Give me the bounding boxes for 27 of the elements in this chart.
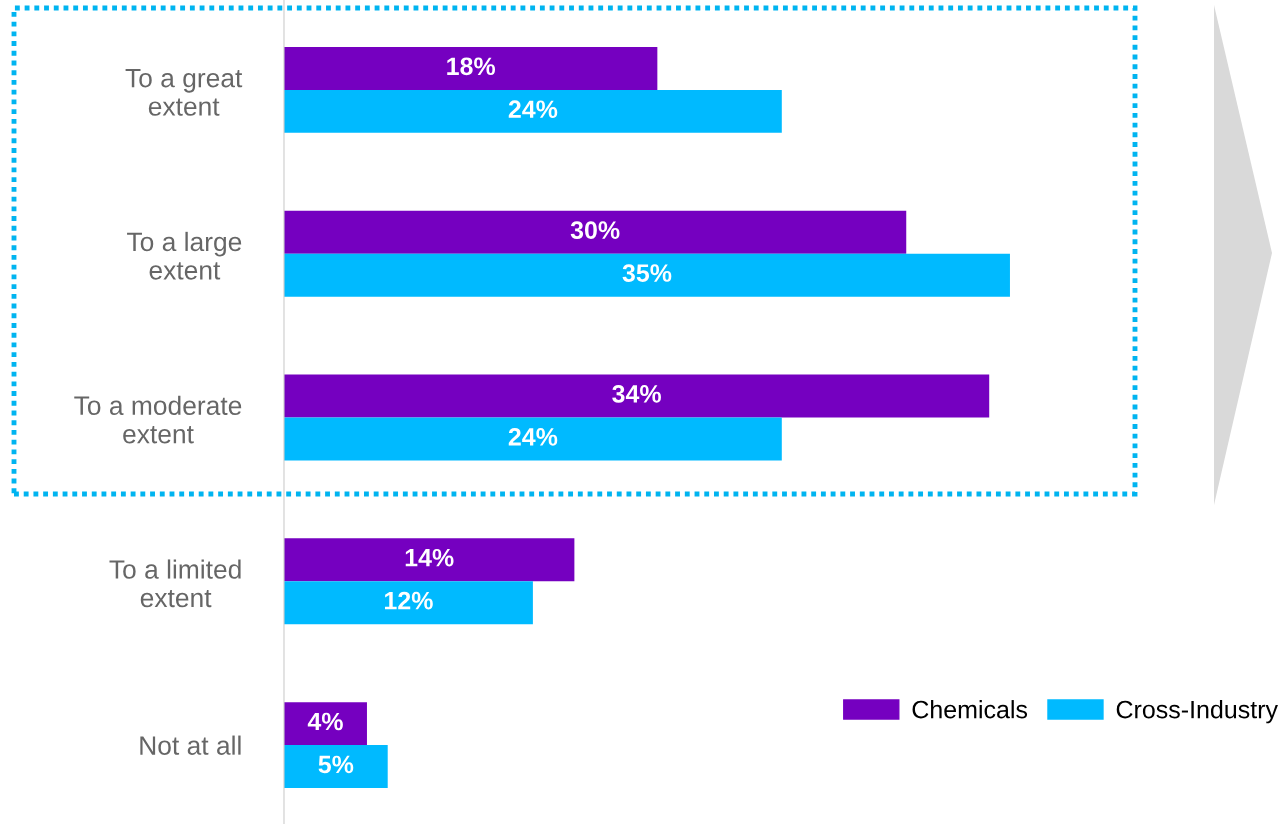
bar xyxy=(284,745,388,789)
data-label: 35% xyxy=(622,264,672,282)
bar xyxy=(284,253,1010,297)
data-label: 24% xyxy=(508,427,558,446)
y-tick-label: To a great extent xyxy=(125,69,243,116)
legend-label: Chemicals xyxy=(912,700,1028,719)
y-tick-label: Not at all xyxy=(140,735,241,755)
bar xyxy=(284,374,990,418)
legend-label: Cross-Industry xyxy=(1116,700,1278,724)
bar xyxy=(284,210,907,254)
data-label: 14% xyxy=(405,548,454,567)
data-label: 12% xyxy=(385,591,433,610)
bar xyxy=(284,89,782,133)
data-label: 5% xyxy=(318,755,354,774)
bar xyxy=(284,538,575,582)
data-label: 24% xyxy=(508,100,558,119)
data-label: 34% xyxy=(612,385,661,403)
y-tick-label: To a moderate extent xyxy=(74,395,242,444)
y-tick-label: To a limited extent xyxy=(109,559,241,608)
data-label: 18% xyxy=(447,57,496,76)
bar xyxy=(284,581,533,625)
bar xyxy=(284,702,367,746)
data-label: 4% xyxy=(307,712,343,731)
bar xyxy=(284,46,658,90)
bar xyxy=(284,417,782,461)
data-label: 30% xyxy=(570,221,620,239)
y-tick-label: To a large extent xyxy=(127,231,242,280)
